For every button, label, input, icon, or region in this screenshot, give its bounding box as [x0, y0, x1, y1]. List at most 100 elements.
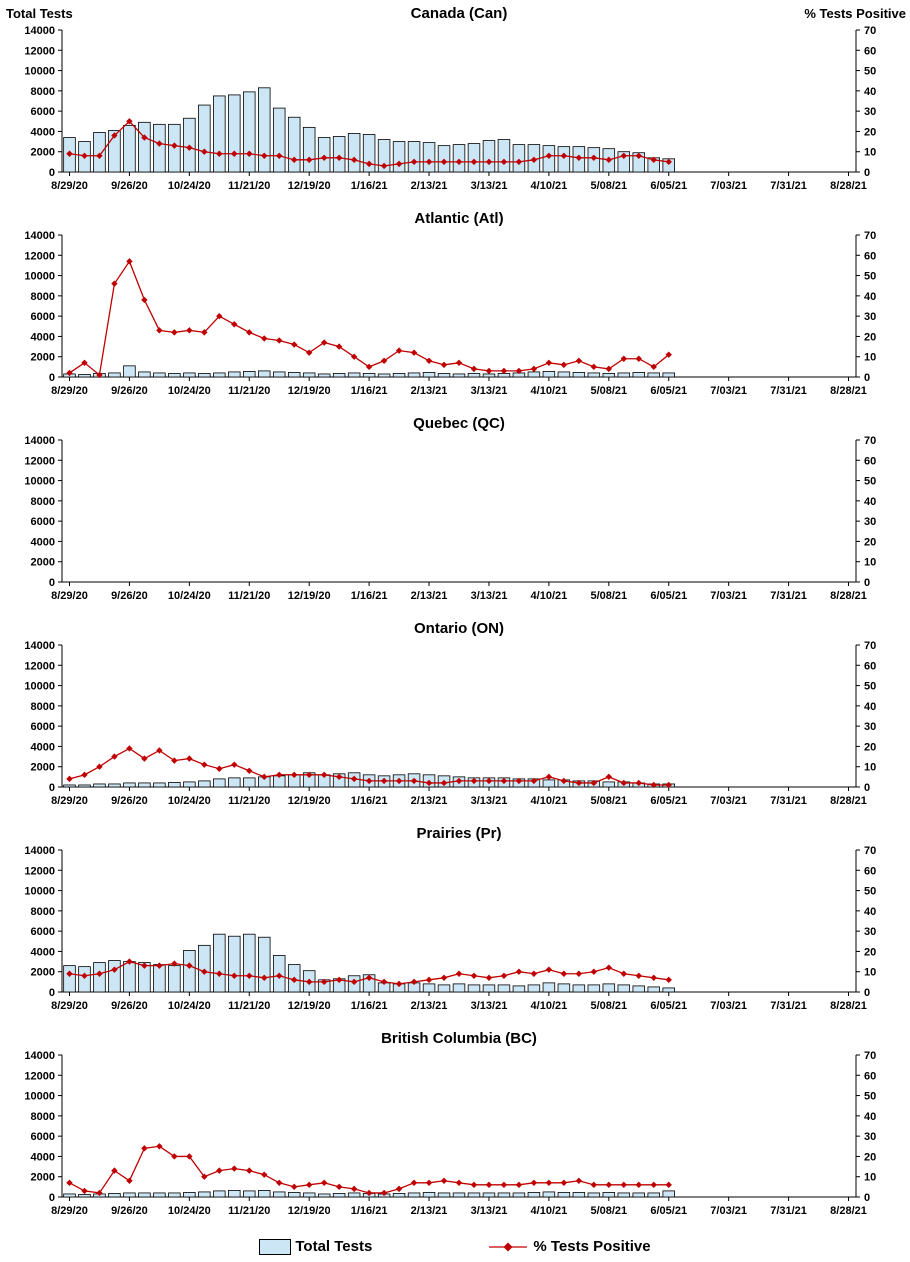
diamond-marker [545, 773, 553, 781]
total-tests-bar [198, 373, 211, 378]
diamond-marker [455, 1179, 463, 1186]
diamond-marker [455, 970, 463, 977]
diamond-marker [530, 365, 538, 373]
axis-tick-label: 10 [864, 1172, 876, 1184]
diamond-marker [276, 1179, 283, 1186]
axis-tick-label: 11/21/20 [228, 1205, 270, 1217]
diamond-marker [650, 974, 657, 981]
axis-tick-label: 6000 [31, 106, 55, 118]
total-tests-bar [542, 982, 556, 993]
total-tests-bar [362, 373, 376, 378]
total-tests-bar [452, 144, 466, 173]
axis-tick-label: 50 [864, 886, 876, 898]
total-tests-bar [407, 372, 421, 378]
diamond-marker [305, 1181, 313, 1189]
diamond-marker [440, 361, 448, 369]
diamond-marker [305, 349, 313, 356]
total-tests-bar [213, 933, 226, 993]
axis-tick-label: 7/03/21 [710, 1205, 747, 1217]
axis-tick-label: 3/13/21 [471, 795, 508, 807]
total-tests-bar [108, 372, 121, 378]
axis-tick-label: 20 [864, 946, 876, 958]
total-tests-bar [243, 933, 256, 993]
axis-tick-label: 8/28/21 [830, 1000, 867, 1012]
total-tests-bar [482, 373, 496, 378]
total-tests-bars-bc [63, 1190, 675, 1198]
axis-tick-label: 50 [864, 476, 876, 488]
axis-tick-label: 6/05/21 [650, 795, 687, 807]
axis-tick-label: 11/21/20 [228, 180, 270, 192]
diamond-marker [650, 156, 657, 164]
total-tests-bar [168, 1192, 181, 1198]
diamond-marker [530, 156, 538, 164]
diamond-marker [425, 1179, 433, 1186]
diamond-marker [171, 1153, 178, 1160]
diamond-marker [530, 1179, 538, 1186]
axis-tick-label: 10/24/20 [168, 180, 211, 192]
total-tests-bar [93, 132, 106, 173]
diamond-marker [171, 329, 178, 336]
axis-tick-label: 6000 [31, 311, 55, 323]
total-tests-bar [542, 1191, 556, 1198]
total-tests-bar [108, 783, 121, 788]
diamond-marker [635, 355, 642, 362]
axis-tick-label: 7/31/21 [770, 1205, 807, 1217]
chart-bc: British Columbia (BC) 0 2000 4000 6000 8000 10… [24, 1030, 876, 1217]
diamond-marker [231, 972, 238, 979]
total-tests-bar [138, 371, 151, 378]
axis-tick-label: 30 [864, 926, 876, 938]
axis-tick-label: 10/24/20 [168, 385, 211, 397]
axis-tick-label: 8/28/21 [830, 590, 867, 602]
axis-tick-label: 70 [864, 1050, 876, 1062]
axis-tick-label: 10000 [24, 271, 55, 283]
total-tests-bar [557, 1192, 571, 1198]
diamond-marker [246, 767, 253, 774]
axis-tick-label: 60 [864, 865, 876, 877]
total-tests-bar [452, 1192, 466, 1198]
diamond-marker [575, 779, 583, 787]
axis-tick-label: 10000 [24, 886, 55, 898]
axis-tick-label: 70 [864, 640, 876, 652]
diamond-marker [515, 968, 523, 975]
chart-title-atlantic: Atlantic (Atl) [414, 210, 503, 227]
total-tests-bar [198, 1191, 211, 1198]
total-tests-bar [662, 372, 675, 378]
diamond-marker [410, 349, 418, 356]
pct-positive-line-bc [66, 1143, 672, 1197]
total-tests-bar [63, 1193, 76, 1198]
axis-tick-label: 60 [864, 660, 876, 672]
axis-tick-label: 10/24/20 [168, 590, 211, 602]
axis-tick-label: 2/13/21 [411, 795, 448, 807]
axis-tick-label: 40 [864, 291, 876, 303]
diamond-marker [665, 1181, 672, 1189]
axis-tick-label: 70 [864, 25, 876, 37]
axis-tick-label: 20 [864, 126, 876, 138]
chart-title-bc: British Columbia (BC) [381, 1030, 537, 1047]
total-tests-bar [617, 151, 631, 173]
total-tests-bar [647, 986, 660, 993]
diamond-marker [291, 1183, 298, 1191]
total-tests-bar [572, 1192, 586, 1198]
axis-tick-label: 0 [864, 1192, 870, 1204]
total-tests-bar [123, 365, 136, 378]
axis-tick-label: 14000 [24, 25, 55, 37]
total-tests-bar [287, 1192, 301, 1198]
axis-tick-label: 7/03/21 [710, 180, 747, 192]
total-tests-bar [512, 985, 526, 993]
diamond-marker [575, 357, 583, 364]
total-tests-bar [317, 1193, 331, 1198]
diamond-marker [96, 970, 103, 977]
axis-tick-label: 10000 [24, 681, 55, 693]
diamond-marker [575, 154, 583, 161]
diamond-marker [246, 150, 253, 157]
legend-item-pct-positive: % Tests Positive [487, 1238, 651, 1255]
total-tests-bar [243, 371, 256, 378]
axis-tick-label: 8000 [31, 906, 55, 918]
diamond-marker [635, 152, 642, 159]
total-tests-bar [602, 373, 616, 378]
diamond-marker [485, 1181, 493, 1189]
diamond-marker [141, 962, 148, 969]
diamond-marker [395, 1185, 403, 1193]
axis-tick-label: 20 [864, 331, 876, 343]
